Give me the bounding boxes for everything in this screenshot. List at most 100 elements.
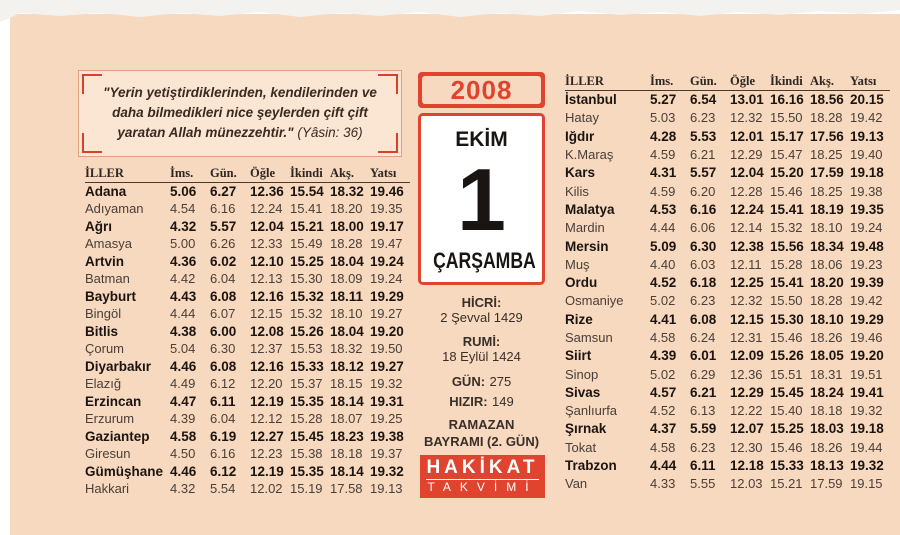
rumi: RUMİ: 18 Eylül 1424 (418, 334, 545, 364)
prayer-time: 19.32 (370, 463, 404, 479)
prayer-time: 18.32 (330, 341, 363, 357)
prayer-time: 12.24 (730, 201, 764, 217)
prayer-time: 18.12 (330, 358, 364, 374)
prayer-time: 12.33 (250, 236, 283, 252)
prayer-time: 18.10 (810, 311, 844, 327)
prayer-time: 4.58 (170, 428, 197, 444)
day-of-year: GÜN: 275 (418, 373, 545, 391)
city-row: Erzincan 4.47 6.11 12.19 15.35 18.14 19.31 (85, 393, 410, 411)
prayer-time: 15.46 (770, 439, 803, 455)
brand-box: HAKİKAT TAKVİMİ (420, 455, 545, 498)
prayer-time: 19.18 (850, 421, 884, 437)
column-header: Akş. (330, 166, 370, 183)
city-row: Malatya 4.53 6.16 12.24 15.41 18.19 19.35 (565, 200, 890, 218)
prayer-time: 6.13 (690, 403, 716, 419)
city-row: Bitlis 4.38 6.00 12.08 15.26 18.04 19.20 (85, 323, 410, 341)
prayer-time: 6.06 (690, 220, 716, 236)
prayer-time: 6.01 (690, 348, 717, 364)
prayer-time: 17.59 (810, 476, 843, 492)
prayer-time: 19.37 (370, 446, 403, 462)
prayer-time: 12.08 (250, 323, 284, 339)
prayer-time: 12.23 (250, 446, 283, 462)
city-name: Elazığ (85, 376, 122, 392)
city-name: Muş (565, 256, 590, 272)
prayer-time: 19.13 (850, 128, 884, 144)
prayer-time: 5.03 (650, 110, 676, 126)
city-name: Adana (85, 184, 127, 199)
city-name: Tokat (565, 439, 597, 455)
prayer-time: 6.08 (690, 311, 717, 327)
city-row: Ağrı 4.32 5.57 12.04 15.21 18.00 19.17 (85, 218, 410, 236)
prayer-times-table: İLLER İms. Gün. Öğle İkindi Akş. Yatsı Adana 5.0… (85, 166, 410, 498)
city-row: Kilis 4.59 6.20 12.28 15.46 18.25 19.38 (565, 182, 890, 200)
prayer-time: 15.33 (290, 358, 324, 374)
city-name: Çorum (85, 341, 125, 357)
prayer-time: 4.43 (170, 288, 197, 304)
prayer-time: 15.46 (770, 183, 803, 199)
city-name: Sinop (565, 366, 599, 382)
column-header: Öğle (250, 166, 290, 183)
city-row: Tokat 4.58 6.23 12.30 15.46 18.26 19.44 (565, 438, 890, 456)
prayer-time: 15.25 (290, 253, 324, 269)
prayer-time: 18.25 (810, 183, 843, 199)
prayer-time: 5.54 (210, 481, 236, 497)
prayer-time: 19.31 (370, 393, 404, 409)
city-row: Elazığ 4.49 6.12 12.20 15.37 18.15 19.32 (85, 375, 410, 393)
prayer-time: 19.46 (850, 330, 883, 345)
prayer-time: 12.04 (730, 165, 764, 181)
column-header: İms. (650, 74, 690, 91)
prayer-time: 15.28 (770, 256, 803, 272)
city-name: Kars (565, 165, 596, 181)
prayer-time: 4.52 (650, 275, 677, 291)
city-row: Rize 4.41 6.08 12.15 15.30 18.10 19.29 (565, 310, 890, 328)
prayer-time: 18.05 (810, 348, 844, 364)
city-row: Mersin 5.09 6.30 12.38 15.56 18.34 19.48 (565, 237, 890, 255)
prayer-time: 6.12 (210, 376, 236, 392)
prayer-time: 19.42 (850, 110, 883, 126)
prayer-time: 18.11 (330, 288, 364, 304)
prayer-time: 19.32 (370, 376, 403, 392)
city-name: Diyarbakır (85, 358, 152, 374)
header-row: İLLER İms. Gün. Öğle İkindi Akş. Yatsı (565, 74, 890, 91)
city-row: Sinop 5.02 6.29 12.36 15.51 18.31 19.51 (565, 365, 890, 383)
city-row: Şırnak 4.37 5.59 12.07 15.25 18.03 19.18 (565, 420, 890, 438)
prayer-time: 6.24 (690, 330, 716, 345)
prayer-time: 4.50 (170, 446, 196, 462)
prayer-time: 6.21 (690, 384, 717, 400)
prayer-time: 4.46 (170, 358, 197, 374)
prayer-time: 6.23 (690, 293, 716, 309)
city-name: Sivas (565, 384, 601, 400)
prayer-time: 6.23 (690, 110, 716, 126)
city-name: Amasya (85, 236, 132, 252)
prayer-time: 15.28 (290, 411, 323, 427)
prayer-time: 20.15 (850, 92, 884, 108)
prayer-time: 5.55 (690, 476, 716, 492)
rumi-label: RUMİ: (462, 334, 501, 349)
prayer-time: 12.27 (250, 428, 284, 444)
prayer-time: 12.24 (250, 201, 283, 217)
prayer-time: 12.02 (250, 481, 283, 497)
prayer-time: 18.00 (330, 218, 364, 234)
prayer-time: 18.04 (330, 253, 364, 269)
prayer-time: 15.35 (290, 463, 324, 479)
prayer-time: 18.06 (810, 256, 843, 272)
prayer-time: 19.25 (370, 411, 403, 427)
prayer-time: 15.53 (290, 341, 323, 357)
prayer-time: 12.36 (730, 366, 763, 382)
prayer-time: 15.51 (770, 366, 803, 382)
prayer-time: 19.39 (850, 275, 884, 291)
prayer-time: 15.25 (770, 421, 804, 437)
column-header: Gün. (690, 74, 730, 91)
prayer-time: 19.27 (370, 358, 404, 374)
prayer-time: 4.37 (650, 421, 677, 437)
prayer-time: 6.11 (690, 458, 716, 474)
city-name: Samsun (565, 330, 613, 345)
prayer-time: 18.32 (330, 184, 364, 199)
prayer-time: 15.46 (770, 330, 803, 345)
prayer-time: 15.40 (770, 403, 803, 419)
prayer-time: 12.31 (730, 330, 763, 345)
day-box: EKİM 1 ÇARŞAMBA (418, 113, 545, 285)
quote: "Yerin yetiştirdiklerinden, kendilerinde… (99, 83, 381, 143)
header-row: İLLER İms. Gün. Öğle İkindi Akş. Yatsı (85, 166, 410, 183)
prayer-time: 6.27 (210, 184, 237, 199)
